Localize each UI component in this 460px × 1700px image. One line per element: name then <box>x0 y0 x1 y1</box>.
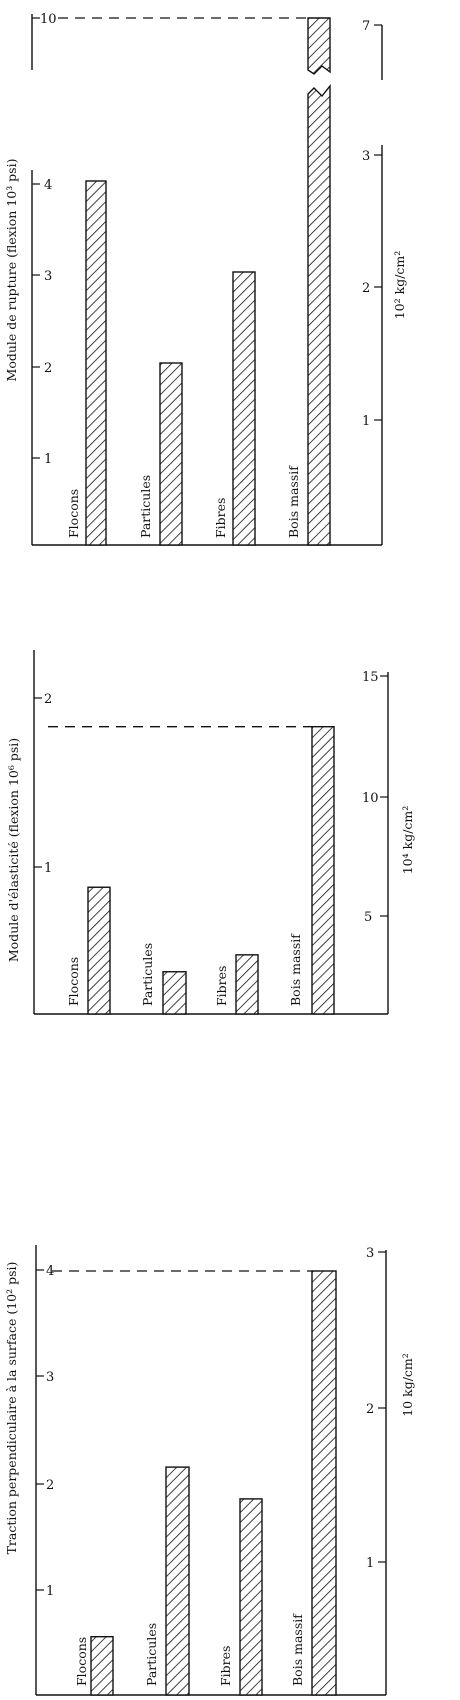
chart1-cat-label-flocons: Flocons <box>66 489 81 538</box>
chart2-ylabel: Module d'élasticité (flexion 10⁶ psi) <box>6 738 21 962</box>
chart1-ylabel: Module de rupture (flexion 10³ psi) <box>4 159 19 382</box>
chart-traction-perpendiculaire: Traction perpendiculaire à la surface (1… <box>4 1245 415 1696</box>
chart-module-de-rupture: Module de rupture (flexion 10³ psi) 10² … <box>4 12 407 546</box>
chart3-ylabel-secondary: 10 kg/cm² <box>400 1353 415 1417</box>
chart1-ytick-label-4: 4 <box>44 178 52 193</box>
chart3-ytick-label-1: 1 <box>46 1584 54 1599</box>
chart2-y2tick-label-10: 10 <box>362 791 379 806</box>
chart1-bar-particules <box>159 362 183 546</box>
chart3-y2tick-label-2: 2 <box>366 1402 374 1417</box>
chart2-ytick-label-2: 2 <box>44 692 52 707</box>
chart1-ytick-label-10: 10 <box>40 12 57 27</box>
chart1-bar-flocons <box>85 180 107 546</box>
chart1-y2tick-label-1: 1 <box>362 414 370 429</box>
chart2-cat-label-particules: Particules <box>140 943 155 1006</box>
chart2-ylabel-secondary: 10⁴ kg/cm² <box>400 806 415 875</box>
chart3-y2tick-label-1: 1 <box>366 1556 374 1571</box>
chart1-cat-label-bois-massif: Bois massif <box>286 465 301 538</box>
chart3-bar-flocons <box>90 1635 114 1696</box>
chart3-cat-label-fibres: Fibres <box>218 1646 233 1686</box>
chart1-cat-label-particules: Particules <box>138 475 153 538</box>
chart1-ytick-label-2: 2 <box>44 361 52 376</box>
chart3-ytick-label-3: 3 <box>46 1370 54 1385</box>
chart2-cat-label-fibres: Fibres <box>214 966 229 1006</box>
chart1-y2tick-label-2: 2 <box>362 281 370 296</box>
chart3-cat-label-bois-massif: Bois massif <box>290 1613 305 1686</box>
chart-module-d-elasticite: Module d'élasticité (flexion 10⁶ psi) 10… <box>6 650 415 1015</box>
chart2-y2tick-label-15: 15 <box>362 670 379 685</box>
chart1-y2tick-label-3: 3 <box>362 149 370 164</box>
chart3-bar-fibres <box>239 1498 263 1696</box>
chart1-y2tick-label-7: 7 <box>362 19 370 34</box>
chart2-cat-label-flocons: Flocons <box>66 957 81 1006</box>
chart1-ytick-label-3: 3 <box>44 269 52 284</box>
chart2-bar-bois-massif <box>311 726 335 1015</box>
chart2-y2tick-label-5: 5 <box>364 910 372 925</box>
chart2-bar-fibres <box>235 954 259 1015</box>
chart1-cat-label-fibres: Fibres <box>213 498 228 538</box>
chart3-ylabel: Traction perpendiculaire à la surface (1… <box>4 1262 19 1555</box>
chart2-bar-particules <box>162 971 187 1015</box>
chart1-ylabel-secondary: 10² kg/cm² <box>392 251 407 320</box>
chart1-bar-fibres <box>232 271 256 546</box>
chart3-bar-bois-massif <box>311 1270 337 1696</box>
chart3-ytick-label-2: 2 <box>46 1478 54 1493</box>
chart2-ytick-label-1: 1 <box>44 861 52 876</box>
chart1-bar-bois-massif <box>307 17 331 546</box>
chart3-cat-label-particules: Particules <box>144 1623 159 1686</box>
chart2-bar-flocons <box>87 886 111 1015</box>
chart1-ytick-label-1: 1 <box>44 452 52 467</box>
chart3-cat-label-flocons: Flocons <box>74 1637 89 1686</box>
chart3-bar-particules <box>165 1466 190 1696</box>
chart2-cat-label-bois-massif: Bois massif <box>288 933 303 1006</box>
chart3-ytick-label-4: 4 <box>46 1264 54 1279</box>
chart3-y2tick-label-3: 3 <box>366 1246 374 1261</box>
